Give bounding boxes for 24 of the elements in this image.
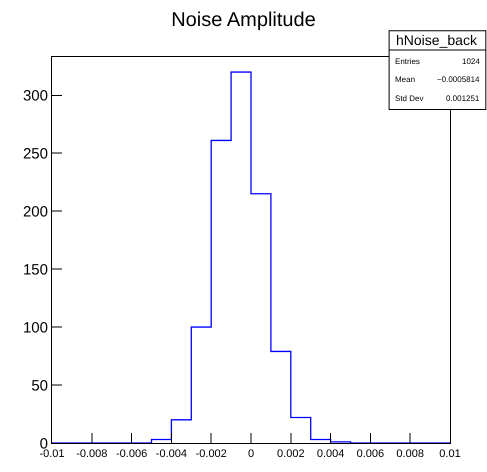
annotation: Entries	[395, 57, 420, 66]
y-tick-label: 300	[22, 88, 48, 104]
y-tick-label: 100	[22, 319, 48, 336]
y-tick-label: 150	[22, 261, 48, 278]
x-tick-label: 0.004	[316, 448, 344, 460]
x-tick-label: 0.006	[356, 448, 384, 460]
x-tick-label: -0.004	[156, 448, 187, 460]
x-tick-label: -0.002	[196, 448, 227, 460]
x-tick-label: 0.002	[277, 448, 305, 460]
y-tick-label: 200	[22, 203, 48, 220]
annotation: Std Dev	[395, 94, 424, 103]
x-tick-label: 0.01	[439, 448, 461, 460]
x-tick-label: -0.006	[116, 448, 148, 460]
x-tick-label: -0.008	[76, 448, 108, 460]
y-tick-label: 50	[31, 377, 48, 394]
annotation: Mean	[395, 75, 416, 84]
x-tick-label: 0	[248, 448, 254, 460]
annotation: −0.0005814	[437, 75, 480, 84]
y-tick-label: 250	[22, 145, 48, 162]
chart-title: Noise Amplitude	[171, 8, 316, 31]
text: hNoise_back	[396, 32, 478, 48]
x-tick-label: 0.008	[396, 448, 424, 460]
text: 1024	[462, 57, 480, 66]
annotation: 0.001251	[446, 94, 480, 103]
